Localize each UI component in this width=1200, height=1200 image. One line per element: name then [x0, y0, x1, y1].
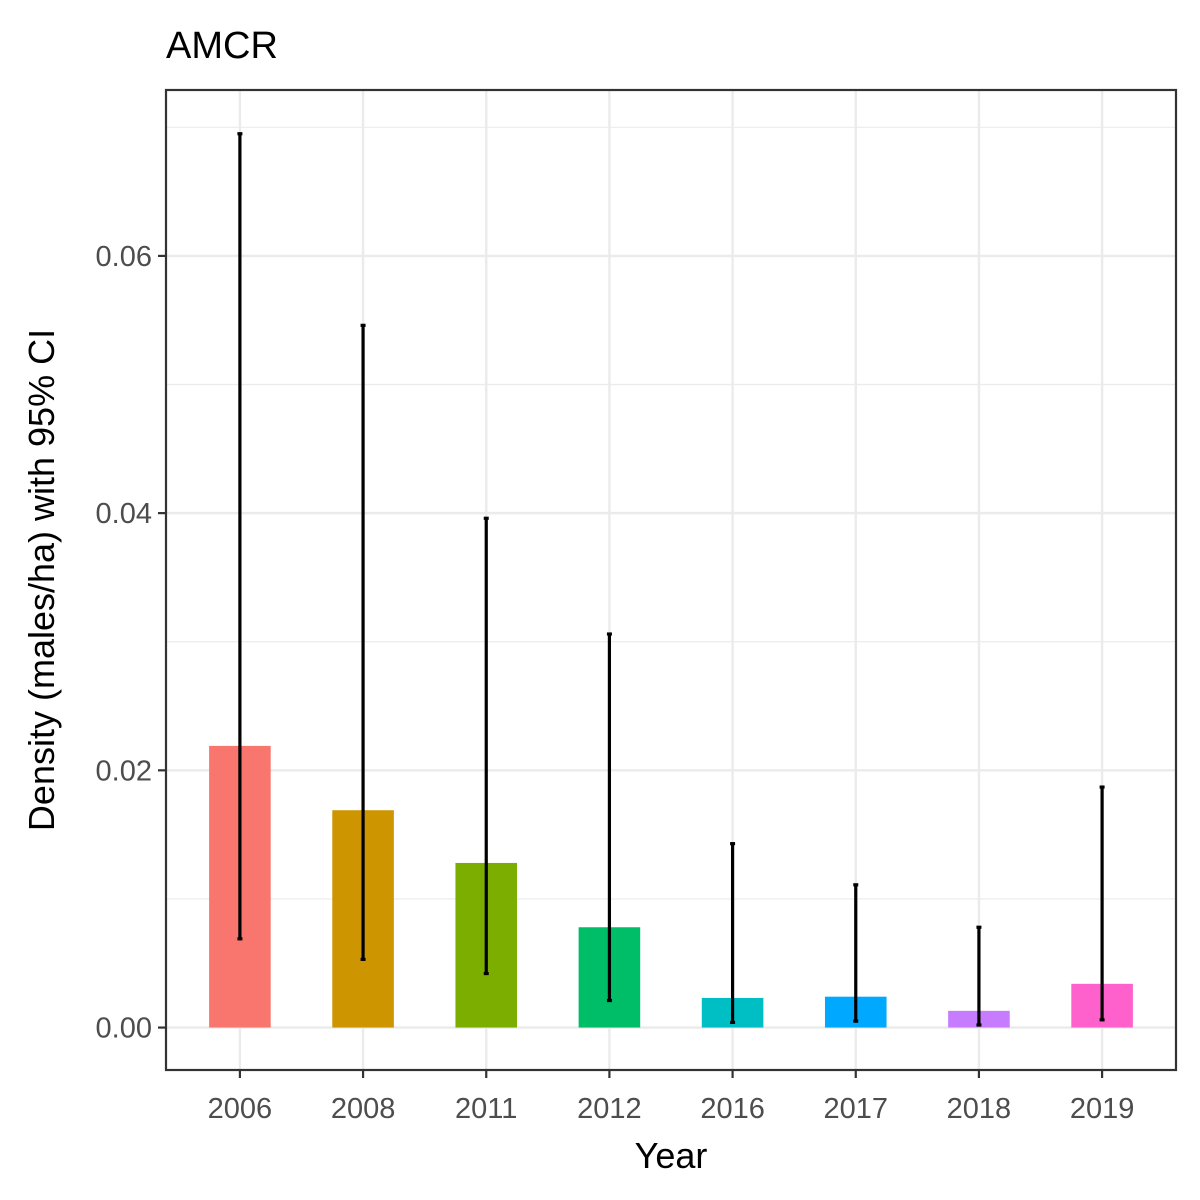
- error-bar-2012: [606, 632, 612, 1003]
- y-tick-label: 0.00: [96, 1013, 152, 1045]
- bars-group: [209, 745, 1133, 1028]
- x-tick-label: 2006: [208, 1093, 273, 1125]
- x-tick-label: 2008: [331, 1093, 396, 1125]
- y-axis-title: Density (males/ha) with 95% CI: [21, 329, 62, 831]
- error-bars-group: [237, 132, 1105, 1027]
- y-tick-label: 0.06: [96, 241, 152, 273]
- error-bar-2018: [976, 925, 982, 1027]
- x-tick-label: 2019: [1070, 1093, 1135, 1125]
- y-tick-label: 0.04: [96, 498, 152, 530]
- plot-panel-border: [164, 88, 1178, 1072]
- error-bar-2008: [360, 323, 366, 961]
- x-axis: 2006 2008 2011 2012 2016 2017 2018 2019: [208, 1070, 1135, 1125]
- x-tick-label: 2017: [823, 1093, 888, 1125]
- x-tick-label: 2012: [577, 1093, 642, 1125]
- minor-gridlines: [166, 126, 1176, 900]
- x-tick-label: 2011: [455, 1093, 517, 1125]
- error-bar-2016: [730, 842, 736, 1025]
- x-axis-title: Year: [635, 1135, 708, 1176]
- x-tick-label: 2018: [947, 1093, 1012, 1125]
- x-tick-label: 2016: [700, 1093, 765, 1125]
- error-bar-2019: [1099, 785, 1105, 1022]
- error-bar-2011: [483, 516, 489, 976]
- error-bar-2017: [853, 883, 859, 1023]
- major-gridlines: [166, 90, 1176, 1070]
- chart-title: AMCR: [166, 25, 278, 67]
- error-bar-2006: [237, 132, 243, 941]
- y-axis: 0.00 0.02 0.04 0.06: [96, 241, 166, 1045]
- y-tick-label: 0.02: [96, 755, 152, 787]
